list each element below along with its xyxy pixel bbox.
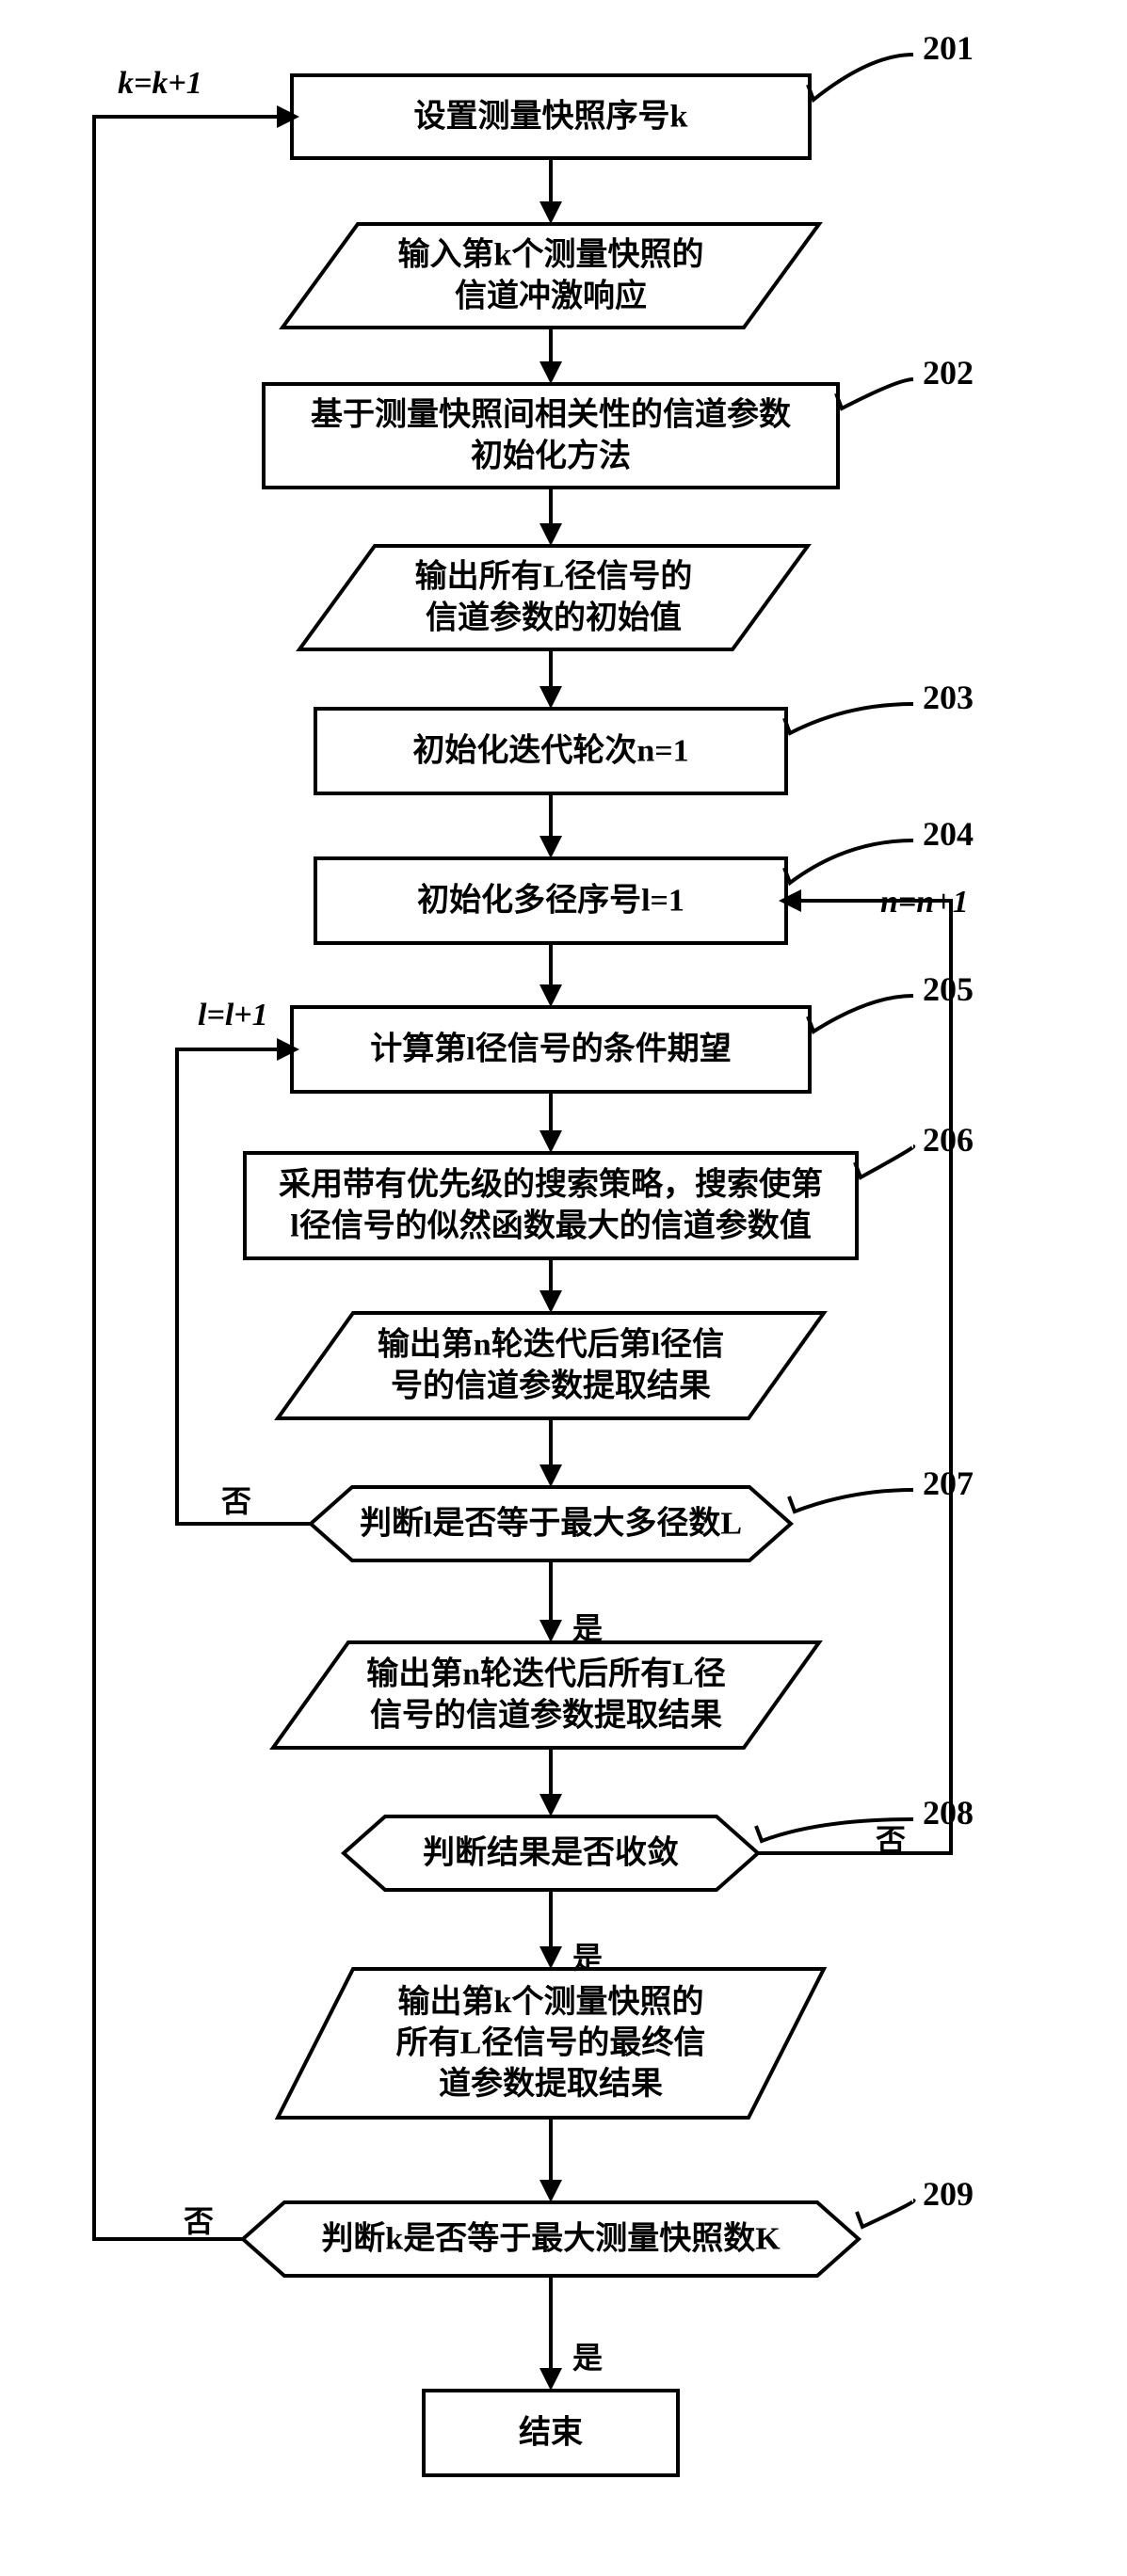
edge-label-yes: 是 (572, 2334, 603, 2377)
svg-text:计算第l径信号的条件期望: 计算第l径信号的条件期望 (370, 1032, 731, 1067)
step-number: 208 (923, 1793, 974, 1832)
svg-text:初始化迭代轮次n=1: 初始化迭代轮次n=1 (412, 733, 688, 769)
step-number: 209 (923, 2174, 974, 2214)
edge-label-yes: 是 (572, 1605, 603, 1648)
svg-text:信道冲激响应: 信道冲激响应 (455, 278, 647, 313)
loop-increment-label: k=k+1 (118, 66, 202, 102)
loop-increment-label: n=n+1 (880, 885, 969, 920)
svg-text:初始化方法: 初始化方法 (471, 438, 631, 473)
step-number: 205 (923, 969, 974, 1009)
svg-text:判断结果是否收敛: 判断结果是否收敛 (423, 1835, 679, 1871)
svg-text:采用带有优先级的搜索策略，搜索使第: 采用带有优先级的搜索策略，搜索使第 (279, 1167, 823, 1203)
edge-label-yes: 是 (572, 1934, 603, 1977)
edge-label-no: 否 (184, 2198, 214, 2241)
svg-text:输出所有L径信号的: 输出所有L径信号的 (415, 559, 693, 595)
svg-text:号的信道参数提取结果: 号的信道参数提取结果 (391, 1368, 711, 1403)
svg-text:道参数提取结果: 道参数提取结果 (439, 2066, 663, 2102)
step-number: 207 (923, 1464, 974, 1503)
svg-text:初始化多径序号l=1: 初始化多径序号l=1 (417, 883, 684, 919)
svg-text:信号的信道参数提取结果: 信号的信道参数提取结果 (370, 1697, 722, 1733)
step-number: 202 (923, 353, 974, 392)
svg-text:输入第k个测量快照的: 输入第k个测量快照的 (398, 237, 704, 273)
step-number: 201 (923, 28, 974, 68)
svg-text:所有L径信号的最终信: 所有L径信号的最终信 (396, 2025, 706, 2061)
svg-text:输出第n轮迭代后所有L径: 输出第n轮迭代后所有L径 (366, 1656, 726, 1692)
svg-text:结束: 结束 (519, 2415, 583, 2451)
svg-text:l径信号的似然函数最大的信道参数值: l径信号的似然函数最大的信道参数值 (290, 1207, 811, 1243)
svg-text:设置测量快照序号k: 设置测量快照序号k (414, 99, 688, 135)
svg-text:输出第n轮迭代后第l径信: 输出第n轮迭代后第l径信 (378, 1327, 724, 1363)
step-number: 203 (923, 678, 974, 717)
svg-text:信道参数的初始值: 信道参数的初始值 (426, 600, 682, 635)
edge-label-no: 否 (221, 1478, 251, 1521)
svg-text:判断l是否等于最大多径数L: 判断l是否等于最大多径数L (360, 1506, 742, 1542)
edge-label-no: 否 (876, 1816, 906, 1860)
svg-text:判断k是否等于最大测量快照数K: 判断k是否等于最大测量快照数K (321, 2221, 781, 2257)
step-number: 204 (923, 814, 974, 854)
svg-text:基于测量快照间相关性的信道参数: 基于测量快照间相关性的信道参数 (311, 397, 791, 433)
svg-text:输出第k个测量快照的: 输出第k个测量快照的 (398, 1984, 704, 2020)
step-number: 206 (923, 1120, 974, 1160)
loop-increment-label: l=l+1 (198, 998, 268, 1033)
